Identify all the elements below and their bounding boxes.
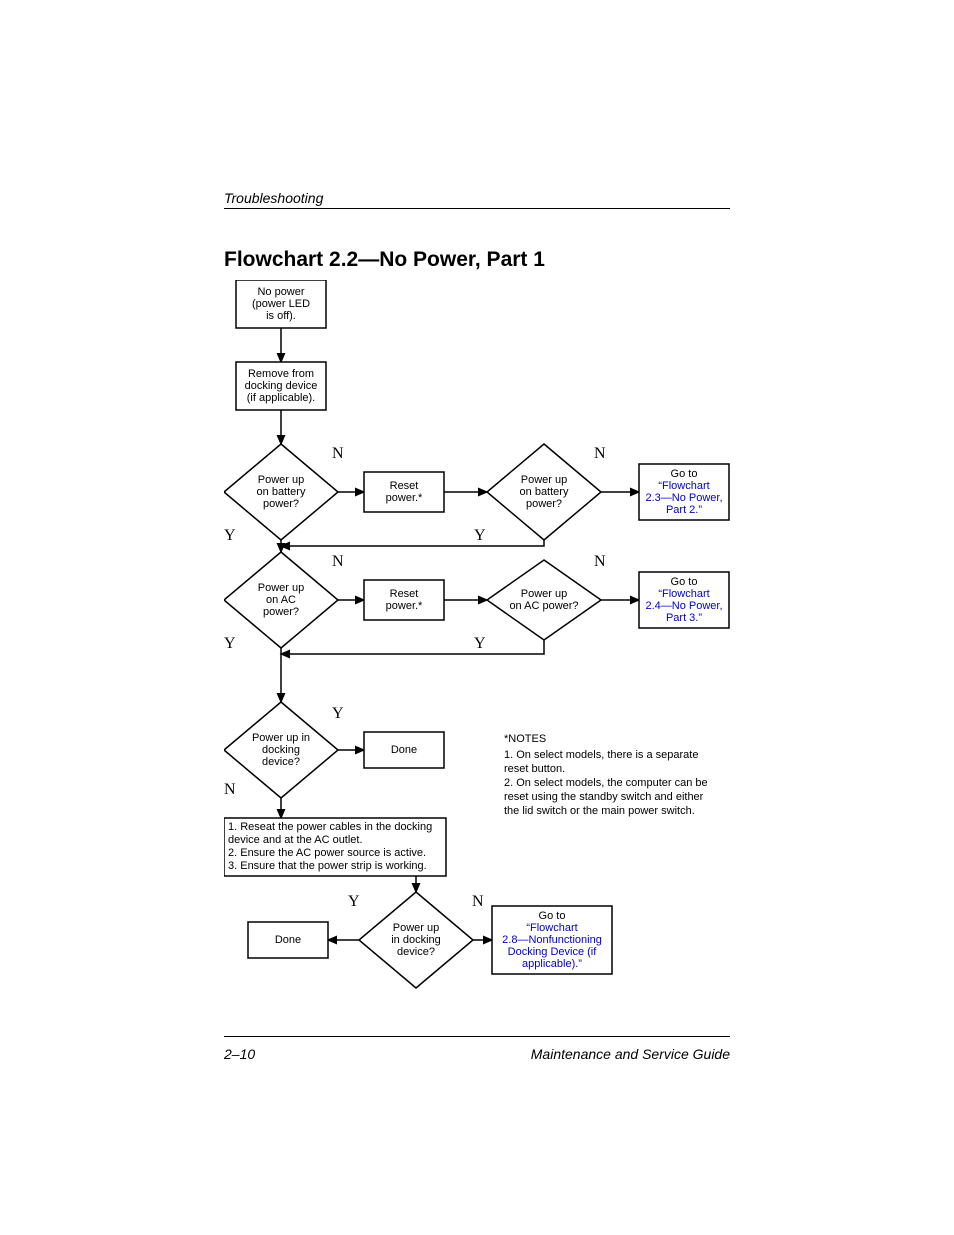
- notes-line: reset button.: [504, 763, 565, 775]
- edge-label: N: [594, 445, 606, 462]
- svg-text:Go to: Go to: [671, 468, 698, 480]
- edge-label: Y: [332, 705, 344, 722]
- svg-text:docking: docking: [262, 744, 300, 756]
- flowchart-link[interactable]: 2.8—Nonfunctioning: [502, 934, 602, 946]
- svg-text:Remove from: Remove from: [248, 368, 314, 380]
- svg-text:(if applicable).: (if applicable).: [247, 392, 315, 404]
- svg-text:power.*: power.*: [386, 600, 423, 612]
- footer-right: Maintenance and Service Guide: [531, 1046, 730, 1062]
- flowchart-link[interactable]: “Flowchart: [658, 588, 709, 600]
- flowchart-link[interactable]: “Flowchart: [526, 922, 577, 934]
- edge-label: N: [332, 553, 344, 570]
- flow-text: 3. Ensure that the power strip is workin…: [228, 860, 427, 872]
- flow-text: 2. Ensure the AC power source is active.: [228, 847, 426, 859]
- svg-text:power.*: power.*: [386, 492, 423, 504]
- notes-line: 1. On select models, there is a separate: [504, 749, 698, 761]
- flowchart-link[interactable]: Part 2.”: [666, 504, 702, 516]
- running-head: Troubleshooting: [224, 190, 323, 206]
- flowchart-link[interactable]: 2.4—No Power,: [645, 600, 722, 612]
- svg-text:Go to: Go to: [539, 910, 566, 922]
- svg-text:Reset: Reset: [390, 588, 419, 600]
- svg-text:Done: Done: [275, 934, 301, 946]
- edge-label: Y: [348, 893, 360, 910]
- page-number: 2–10: [224, 1046, 255, 1062]
- svg-text:device?: device?: [262, 756, 300, 768]
- svg-text:power?: power?: [263, 606, 299, 618]
- svg-text:Power up: Power up: [521, 588, 567, 600]
- flowchart-link[interactable]: “Flowchart: [658, 480, 709, 492]
- document-page: Troubleshooting Flowchart 2.2—No Power, …: [0, 0, 954, 1235]
- svg-text:power?: power?: [263, 498, 299, 510]
- flow-edge: [281, 640, 544, 654]
- svg-text:on AC: on AC: [266, 594, 296, 606]
- svg-text:Power up: Power up: [393, 922, 439, 934]
- svg-text:(power LED: (power LED: [252, 298, 310, 310]
- flowchart-link[interactable]: Docking Device (if: [508, 946, 598, 958]
- svg-text:Power up: Power up: [521, 474, 567, 486]
- svg-text:Go to: Go to: [671, 576, 698, 588]
- notes-heading: *NOTES: [504, 733, 546, 745]
- svg-text:device?: device?: [397, 946, 435, 958]
- svg-text:Power up in: Power up in: [252, 732, 310, 744]
- edge-label: N: [594, 553, 606, 570]
- flow-text: device and at the AC outlet.: [228, 834, 363, 846]
- edge-label: Y: [224, 635, 236, 652]
- edge-label: N: [472, 893, 484, 910]
- flowchart-link[interactable]: Part 3.”: [666, 612, 702, 624]
- notes-line: 2. On select models, the computer can be: [504, 777, 708, 789]
- edge-label: Y: [474, 635, 486, 652]
- notes-line: reset using the standby switch and eithe…: [504, 791, 704, 803]
- svg-text:Done: Done: [391, 744, 417, 756]
- svg-text:Power up: Power up: [258, 474, 304, 486]
- edge-label: N: [224, 781, 236, 798]
- rule-top: [224, 208, 730, 209]
- svg-text:docking device: docking device: [245, 380, 318, 392]
- svg-text:on AC power?: on AC power?: [509, 600, 578, 612]
- svg-text:No power: No power: [257, 286, 304, 298]
- flowchart: N N Y Y N N Y Y Y N Y N No power(power LEDis off). R…: [224, 280, 730, 1020]
- page-title: Flowchart 2.2—No Power, Part 1: [224, 248, 545, 272]
- flowchart-link[interactable]: applicable).”: [522, 958, 582, 970]
- rule-bottom: [224, 1036, 730, 1037]
- svg-text:Power up: Power up: [258, 582, 304, 594]
- flowchart-link[interactable]: 2.3—No Power,: [645, 492, 722, 504]
- edge-label: Y: [474, 527, 486, 544]
- svg-text:power?: power?: [526, 498, 562, 510]
- svg-text:in docking: in docking: [391, 934, 441, 946]
- flow-text: 1. Reseat the power cables in the dockin…: [228, 821, 432, 833]
- svg-text:on battery: on battery: [520, 486, 569, 498]
- svg-text:Reset: Reset: [390, 480, 419, 492]
- edge-label: Y: [224, 527, 236, 544]
- flow-edge: [281, 540, 544, 546]
- svg-text:is off).: is off).: [266, 310, 296, 322]
- notes-line: the lid switch or the main power switch.: [504, 805, 695, 817]
- svg-text:on battery: on battery: [257, 486, 306, 498]
- edge-label: N: [332, 445, 344, 462]
